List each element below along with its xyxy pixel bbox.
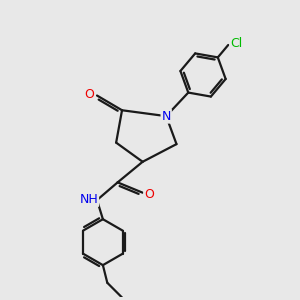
Text: O: O	[144, 188, 154, 201]
Text: N: N	[161, 110, 171, 123]
Text: Cl: Cl	[230, 37, 243, 50]
Text: O: O	[85, 88, 94, 100]
Text: NH: NH	[80, 193, 98, 206]
